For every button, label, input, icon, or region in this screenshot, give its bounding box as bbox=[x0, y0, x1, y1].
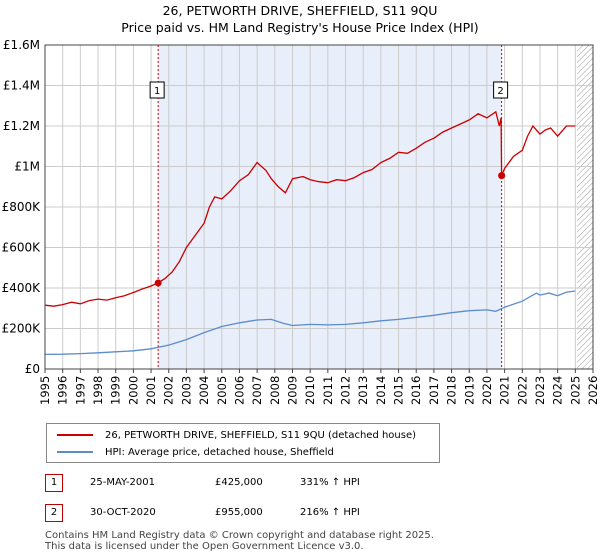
x-tick-label: 2015 bbox=[392, 376, 406, 405]
sale-label-box bbox=[493, 81, 509, 99]
plot-frame bbox=[44, 44, 594, 370]
y-tick-label: £200K bbox=[2, 322, 42, 336]
x-tick-label: 2011 bbox=[321, 376, 335, 405]
x-tick-label: 1996 bbox=[56, 376, 70, 405]
transaction-price: £955,000 bbox=[215, 507, 263, 518]
x-tick-label: 2000 bbox=[126, 376, 140, 405]
legend: 26, PETWORTH DRIVE, SHEFFIELD, S11 9QU (… bbox=[46, 423, 440, 463]
x-tick-label: 2010 bbox=[303, 376, 317, 405]
legend-label-property: 26, PETWORTH DRIVE, SHEFFIELD, S11 9QU (… bbox=[105, 429, 417, 441]
footer: Contains HM Land Registry data © Crown c… bbox=[45, 530, 434, 552]
x-tick-label: 2023 bbox=[533, 376, 547, 405]
transaction-row: 2 30-OCT-2020 £955,000 216% ↑ HPI bbox=[45, 504, 545, 522]
y-tick-label: £1.2M bbox=[3, 119, 40, 133]
legend-swatch-property bbox=[57, 434, 93, 436]
sale-point bbox=[498, 172, 506, 180]
transaction-badge: 2 bbox=[45, 504, 63, 522]
x-tick-label: 2003 bbox=[179, 376, 193, 405]
x-tick-label: 2024 bbox=[551, 376, 565, 405]
footer-line-2: This data is licensed under the Open Gov… bbox=[45, 541, 364, 552]
x-tick-label: 2018 bbox=[445, 376, 459, 405]
legend-label-hpi: HPI: Average price, detached house, Shef… bbox=[105, 446, 334, 458]
footer-line-1: Contains HM Land Registry data © Crown c… bbox=[45, 530, 434, 541]
x-tick-label: 2009 bbox=[285, 376, 299, 405]
x-tick-label: 2025 bbox=[568, 376, 582, 405]
y-tick-label: £400K bbox=[2, 281, 42, 295]
transaction-hpi: 331% ↑ HPI bbox=[300, 477, 360, 488]
chart-title: 26, PETWORTH DRIVE, SHEFFIELD, S11 9QU bbox=[162, 3, 438, 18]
x-tick-label: 2016 bbox=[409, 376, 423, 405]
y-tick-label: £1M bbox=[14, 160, 40, 174]
x-tick-label: 1999 bbox=[109, 376, 123, 405]
transaction-row: 1 25-MAY-2001 £425,000 331% ↑ HPI bbox=[45, 474, 545, 492]
hpi-line bbox=[44, 290, 576, 356]
transaction-date: 30-OCT-2020 bbox=[90, 507, 156, 518]
x-tick-label: 1997 bbox=[73, 376, 87, 405]
y-tick-label: £1.4M bbox=[3, 79, 40, 93]
x-tick-label: 2022 bbox=[515, 376, 529, 405]
x-tick-label: 2006 bbox=[232, 376, 246, 405]
x-tick-label: 2013 bbox=[356, 376, 370, 405]
transaction-badge: 1 bbox=[45, 474, 63, 492]
property-price-line bbox=[44, 110, 576, 307]
axes: £0 £200K £400K £600K £800K £1M £1.2M £1.4M £1.6M… bbox=[2, 38, 600, 405]
x-tick-label: 1995 bbox=[38, 376, 52, 405]
x-tick-label: 2001 bbox=[144, 376, 158, 405]
legend-item-property: 26, PETWORTH DRIVE, SHEFFIELD, S11 9QU (… bbox=[57, 427, 416, 443]
legend-swatch-hpi bbox=[57, 451, 93, 453]
x-tick-label: 2008 bbox=[268, 376, 282, 405]
x-tick-label: 2020 bbox=[480, 376, 494, 405]
x-tick-label: 2002 bbox=[162, 376, 176, 405]
x-tick-label: 2026 bbox=[586, 376, 600, 405]
sale-label-text: 1 bbox=[154, 86, 160, 97]
x-tick-label: 2017 bbox=[427, 376, 441, 405]
x-tick-label: 2012 bbox=[339, 376, 353, 405]
x-tick-label: 2021 bbox=[498, 376, 512, 405]
chart-subtitle: Price paid vs. HM Land Registry's House … bbox=[121, 20, 479, 35]
y-tick-label: £1.6M bbox=[3, 38, 40, 52]
transaction-price: £425,000 bbox=[215, 477, 263, 488]
y-tick-label: £600K bbox=[2, 241, 42, 255]
x-tick-label: 1998 bbox=[91, 376, 105, 405]
x-tick-label: 2004 bbox=[197, 376, 211, 405]
transaction-date: 25-MAY-2001 bbox=[90, 477, 156, 488]
sale-label-text: 2 bbox=[497, 86, 503, 97]
x-tick-label: 2007 bbox=[250, 376, 264, 405]
x-tick-label: 2005 bbox=[215, 376, 229, 405]
x-tick-label: 2019 bbox=[462, 376, 476, 405]
x-tick-label: 2014 bbox=[374, 376, 388, 405]
y-tick-label: £0 bbox=[25, 362, 40, 376]
sale-point bbox=[154, 279, 162, 287]
legend-item-hpi: HPI: Average price, detached house, Shef… bbox=[57, 444, 334, 460]
sale-label-box bbox=[149, 81, 165, 99]
y-tick-label: £800K bbox=[2, 200, 42, 214]
transaction-hpi: 216% ↑ HPI bbox=[300, 507, 360, 518]
